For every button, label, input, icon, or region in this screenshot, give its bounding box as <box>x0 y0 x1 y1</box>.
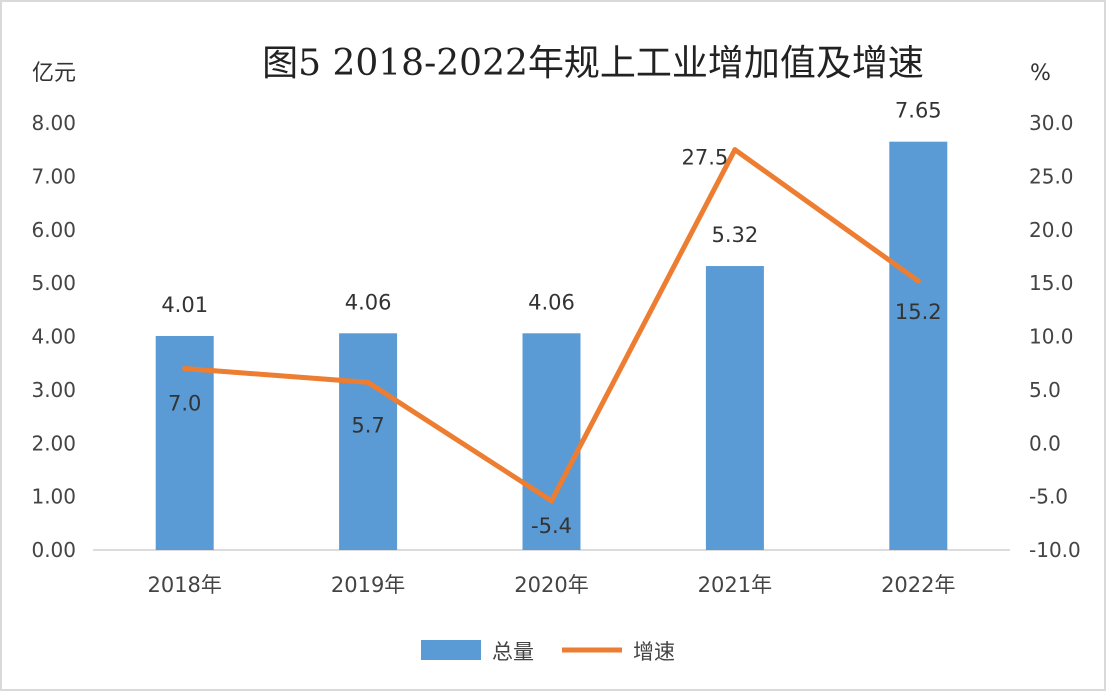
bar-value-label: 4.06 <box>345 290 392 314</box>
left-tick-label: 7.00 <box>31 164 76 188</box>
bar-value-label: 4.06 <box>528 290 575 314</box>
left-axis-unit: 亿元 <box>32 61 76 86</box>
left-tick-label: 4.00 <box>31 325 76 349</box>
legend-swatch-bar <box>421 640 481 660</box>
left-tick-label: 1.00 <box>31 485 76 509</box>
line-point <box>182 366 188 372</box>
line-value-label: 15.2 <box>895 300 942 324</box>
right-tick-label: 10.0 <box>1029 325 1074 349</box>
left-tick-label: 8.00 <box>31 111 76 135</box>
legend-label-line: 增速 <box>633 640 675 664</box>
left-tick-label: 5.00 <box>31 271 76 295</box>
category-label: 2022年 <box>881 573 955 597</box>
right-tick-label: 30.0 <box>1029 111 1074 135</box>
line-series <box>182 147 921 504</box>
bar-value-label: 4.01 <box>161 293 208 317</box>
right-tick-label: 0.0 <box>1029 431 1061 455</box>
category-label: 2020年 <box>514 573 588 597</box>
right-tick-label: 20.0 <box>1029 218 1074 242</box>
left-tick-label: 2.00 <box>31 431 76 455</box>
left-tick-label: 0.00 <box>31 538 76 562</box>
bar-value-label: 5.32 <box>712 223 759 247</box>
category-label: 2021年 <box>698 573 772 597</box>
left-tick-label: 6.00 <box>31 218 76 242</box>
line-data-labels: 7.0 5.7 -5.4 27.5 15.2 <box>168 146 942 538</box>
line-value-label: 5.7 <box>351 413 384 437</box>
right-axis-unit: % <box>1030 61 1051 86</box>
right-tick-label: 15.0 <box>1029 271 1074 295</box>
bar-series <box>155 141 948 550</box>
bar <box>339 333 398 550</box>
bar <box>705 266 764 550</box>
right-tick-label: -5.0 <box>1029 485 1068 509</box>
line-point <box>549 498 554 504</box>
bar <box>522 333 581 550</box>
category-label: 2019年 <box>331 573 405 597</box>
left-axis: 0.00 1.00 2.00 3.00 4.00 5.00 6.00 7.00 8.00 <box>31 111 76 562</box>
right-tick-label: -10.0 <box>1029 538 1081 562</box>
line-value-label: 27.5 <box>682 146 729 170</box>
bar-data-labels: 4.01 4.06 4.06 5.32 7.65 <box>161 99 941 317</box>
line-point <box>365 379 371 385</box>
right-axis: -10.0 -5.0 0.0 5.0 10.0 15.0 20.0 25.0 30.0 <box>1029 111 1081 562</box>
legend: 总量 增速 <box>421 640 675 664</box>
legend-label-bar: 总量 <box>492 640 534 664</box>
bar-value-label: 7.65 <box>895 99 942 123</box>
line-point <box>915 278 921 284</box>
right-tick-label: 5.0 <box>1029 378 1061 402</box>
line-value-label: -5.4 <box>531 514 572 538</box>
line-value-label: 7.0 <box>168 392 201 416</box>
x-axis-categories: 2018年 2019年 2020年 2021年 2022年 <box>147 573 955 597</box>
category-label: 2018年 <box>147 573 221 597</box>
left-tick-label: 3.00 <box>31 378 76 402</box>
line-point <box>732 147 738 153</box>
bar <box>889 141 948 550</box>
right-tick-label: 25.0 <box>1029 164 1074 188</box>
chart-title: 图5 2018-2022年规上工业增加值及增速 <box>262 43 924 84</box>
